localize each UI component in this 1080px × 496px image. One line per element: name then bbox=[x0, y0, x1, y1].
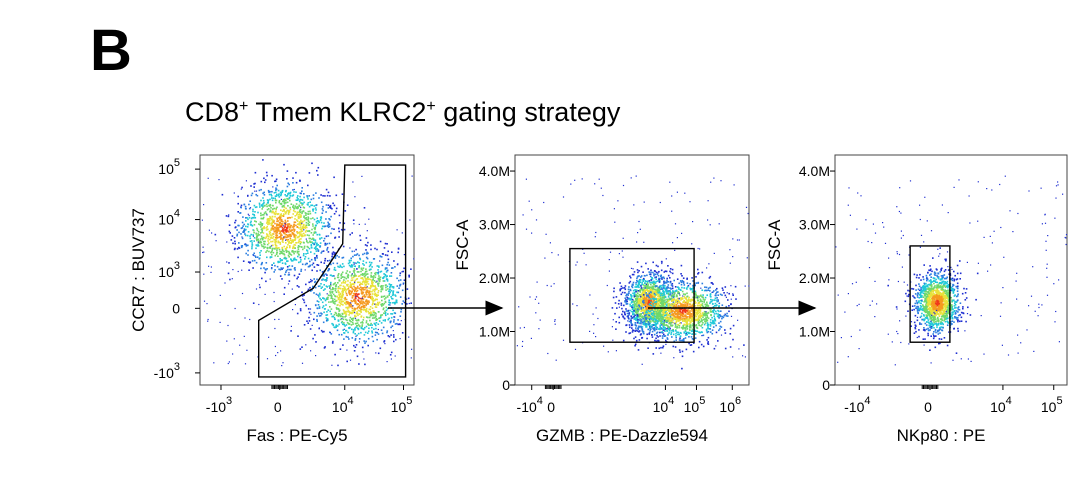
title-sup: + bbox=[239, 98, 248, 115]
x-tick-label: 105 bbox=[1041, 395, 1063, 415]
y-axis-label: CCR7 : BUV737 bbox=[129, 208, 148, 332]
x-tick-label: 105 bbox=[684, 395, 706, 415]
y-axis-label: FSC-A bbox=[765, 219, 784, 271]
gate-rect bbox=[569, 247, 695, 343]
y-tick-label: 0 bbox=[172, 300, 180, 316]
x-axis-label: GZMB : PE-Dazzle594 bbox=[536, 426, 708, 445]
event-dots bbox=[835, 175, 1068, 366]
y-tick-label: 104 bbox=[158, 208, 180, 228]
y-tick-label: 3.0M bbox=[479, 217, 510, 233]
x-axis-label: NKp80 : PE bbox=[897, 426, 986, 445]
plot-frame bbox=[834, 154, 1068, 386]
y-tick-label: 1.0M bbox=[799, 324, 830, 340]
x-tick-label: 104 bbox=[653, 395, 675, 415]
x-tick-label: 0 bbox=[547, 399, 555, 415]
y-tick-label: -103 bbox=[154, 361, 180, 381]
y-axis-label: FSC-A bbox=[453, 219, 472, 271]
title-part-end: gating strategy bbox=[436, 97, 621, 127]
title-part-klrc2: Tmem KLRC2 bbox=[248, 97, 426, 127]
x-tick-label: 104 bbox=[990, 395, 1012, 415]
x-tick-label: -104 bbox=[517, 395, 543, 415]
flow-plot-1: -103 0 104 105 -103 0 103 104 105 Fas : PE-Cy5 CCR… bbox=[129, 154, 415, 445]
plots-group: -103 0 104 105 -103 0 103 104 105 Fas : PE-Cy5 CCR… bbox=[129, 154, 1068, 445]
y-tick-label: 2.0M bbox=[799, 270, 830, 286]
gate-polygon bbox=[258, 164, 407, 378]
panel-letter: B bbox=[90, 18, 132, 83]
title-sup-2: + bbox=[426, 98, 435, 115]
x-axis-label: Fas : PE-Cy5 bbox=[246, 426, 347, 445]
flow-plot-3: -104 0 104 105 0 1.0M 2.0M 3.0M 4.0M NKp80 : PE FS… bbox=[765, 154, 1068, 445]
y-tick-label: 3.0M bbox=[799, 217, 830, 233]
plot-frame bbox=[514, 154, 750, 386]
event-dots bbox=[201, 159, 415, 367]
x-tick-label: -103 bbox=[206, 395, 232, 415]
y-tick-label: 105 bbox=[158, 157, 180, 177]
y-tick-label: 103 bbox=[158, 260, 180, 280]
y-tick-label: 0 bbox=[502, 377, 510, 393]
y-tick-label: 1.0M bbox=[479, 324, 510, 340]
y-tick-label: 0 bbox=[822, 377, 830, 393]
x-tick-label: 106 bbox=[719, 395, 741, 415]
x-tick-label: 0 bbox=[274, 399, 282, 415]
y-tick-label: 2.0M bbox=[479, 270, 510, 286]
gate-rect bbox=[909, 245, 951, 343]
x-tick-label: 105 bbox=[391, 395, 413, 415]
x-tick-label: 104 bbox=[332, 395, 354, 415]
y-tick-label: 4.0M bbox=[799, 163, 830, 179]
y-tick-label: 4.0M bbox=[479, 163, 510, 179]
figure-title: CD8+ Tmem KLRC2+ gating strategy bbox=[185, 97, 621, 127]
event-dots bbox=[516, 175, 750, 370]
x-tick-label: -104 bbox=[844, 395, 870, 415]
title-part-cd8: CD8 bbox=[185, 97, 239, 127]
plot-frame bbox=[199, 154, 415, 386]
x-tick-label: 0 bbox=[924, 399, 932, 415]
